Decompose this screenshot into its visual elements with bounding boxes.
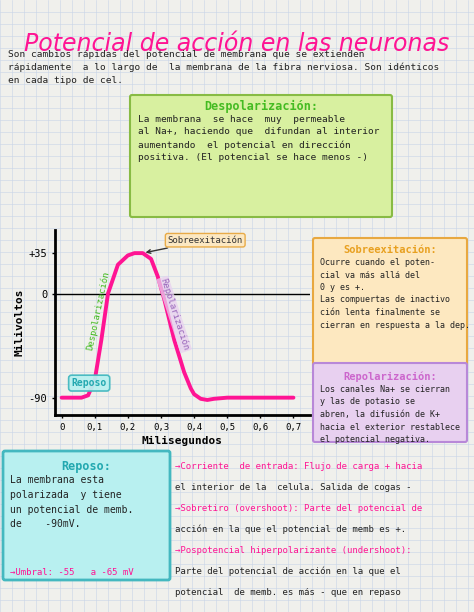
Text: La membrana esta
polarizada  y tiene
un potencial de memb.
de    -90mV.: La membrana esta polarizada y tiene un p… [10,475,133,529]
X-axis label: Milisegundos: Milisegundos [142,436,223,446]
Text: potencial  de memb. es más - que en repaso: potencial de memb. es más - que en repas… [175,588,401,597]
Text: →Sobretiro (overshoot): Parte del potencial de: →Sobretiro (overshoot): Parte del potenc… [175,504,422,513]
Y-axis label: Milivoltos: Milivoltos [14,289,25,356]
Text: Reposo: Reposo [72,378,107,388]
Text: Reposo:: Reposo: [61,460,111,473]
Text: Potencial de acción en las neuronas: Potencial de acción en las neuronas [24,32,450,56]
Text: →Umbral: -55   a -65 mV: →Umbral: -55 a -65 mV [10,568,134,577]
Text: La membrana  se hace  muy  permeable
al Na+, haciendo que  difundan al interior
: La membrana se hace muy permeable al Na+… [138,115,380,162]
Text: el interior de la  celula. Salida de cogas -: el interior de la celula. Salida de coga… [175,483,411,492]
Text: acción en la que el potencial de memb es +.: acción en la que el potencial de memb es… [175,525,406,534]
FancyBboxPatch shape [313,363,467,442]
Text: →Corriente  de entrada: Flujo de carga + hacia: →Corriente de entrada: Flujo de carga + … [175,462,422,471]
Text: Sobreexitación:: Sobreexitación: [343,245,437,255]
Text: Despolarización:: Despolarización: [204,100,318,113]
Text: Son cambios rápidas del potencial de membrana que se extienden
rápidamente  a lo: Son cambios rápidas del potencial de mem… [8,50,439,84]
FancyBboxPatch shape [3,451,170,580]
Text: Los canales Na+ se cierran
y las de potasio se
abren, la difusión de K+
hacia el: Los canales Na+ se cierran y las de pota… [320,385,460,444]
Text: Parte del potencial de acción en la que el: Parte del potencial de acción en la que … [175,567,401,577]
Text: →Pospotencial hiperpolarizante (undershoot):: →Pospotencial hiperpolarizante (undersho… [175,546,411,555]
Text: Despolarización: Despolarización [85,271,111,351]
FancyBboxPatch shape [313,238,467,367]
FancyBboxPatch shape [130,95,392,217]
Text: Repolarización:: Repolarización: [343,372,437,382]
Text: Repolarización: Repolarización [158,277,191,352]
Text: Ocurre cuando el poten-
cial va más allá del
0 y es +.
Las compuertas de inactiv: Ocurre cuando el poten- cial va más allá… [320,258,470,329]
Text: Sobreexitación: Sobreexitación [147,236,243,253]
